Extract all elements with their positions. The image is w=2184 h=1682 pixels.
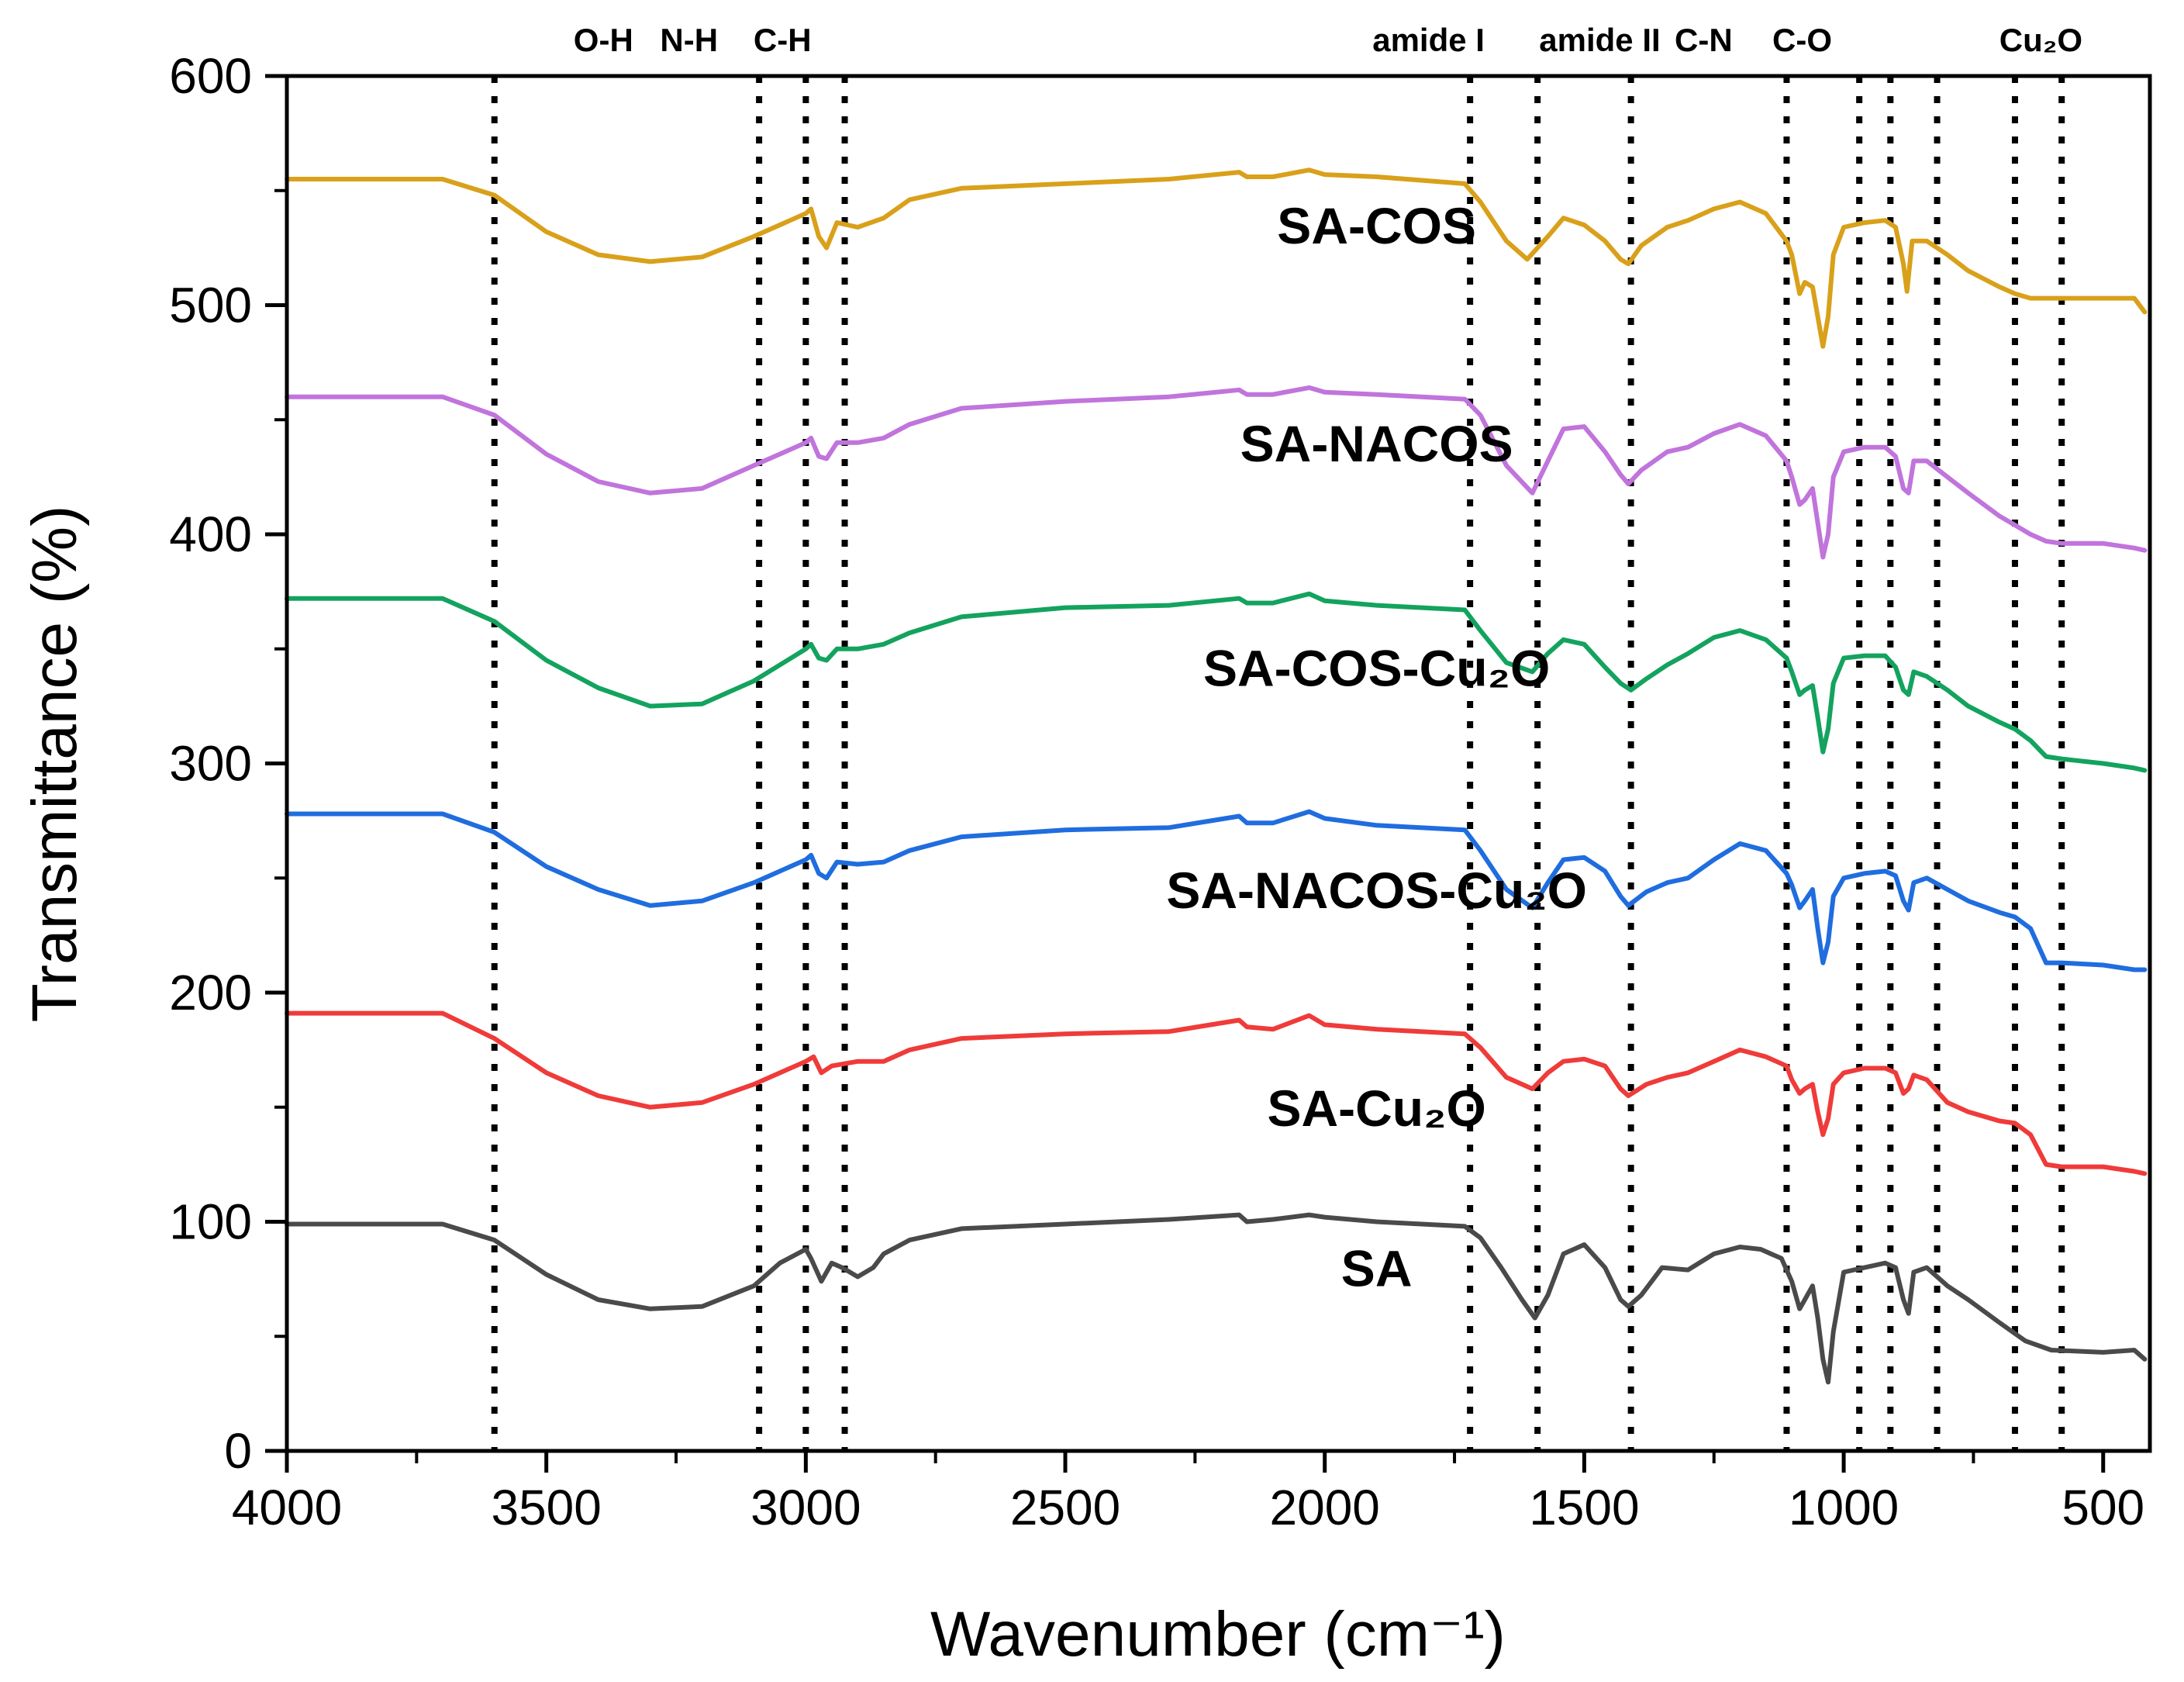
y-tick-label: 200 [169, 965, 252, 1021]
series-line-sa [285, 1212, 2148, 1385]
band-label: C-H [754, 22, 812, 58]
x-axis: 4000 3500 3000 2500 2000 1500 1000 500 [232, 1451, 2144, 1535]
y-tick-label: 500 [169, 278, 252, 333]
y-axis-title: Transmittance (%) [19, 506, 90, 1023]
y-axis: 0 100 200 300 400 500 600 [169, 48, 287, 1479]
y-tick-label: 100 [169, 1194, 252, 1250]
x-tick-label: 4000 [232, 1480, 342, 1535]
x-tick-label: 3500 [491, 1480, 601, 1535]
y-tick-label: 400 [169, 506, 252, 562]
series-label-sa-cos-cu2o: SA-COS-Cu₂O [1203, 639, 1550, 696]
x-tick-label: 3000 [750, 1480, 861, 1535]
series-line-sa-cos [285, 168, 2148, 349]
series-line-sa-cu2o [285, 1010, 2148, 1176]
y-tick-label: 300 [169, 736, 252, 792]
series-layer [285, 168, 2148, 1385]
x-tick-label: 500 [2062, 1480, 2144, 1535]
series-label-sa-cos: SA-COS [1277, 197, 1476, 254]
series-labels: SA SA-Cu₂O SA-NACOS-Cu₂O SA-COS-Cu₂O SA-NACO… [1166, 197, 1587, 1297]
band-label: O-H [574, 22, 633, 58]
x-axis-title: Wavenumber (cm⁻¹) [930, 1599, 1506, 1670]
band-label: Cu₂O [1999, 22, 2082, 58]
series-line-sa-nacos-cu2o [285, 809, 2148, 972]
band-label: N-H [660, 22, 718, 58]
series-label-sa-nacos: SA-NACOS [1240, 415, 1513, 472]
reference-lines [491, 76, 2065, 1451]
series-line-sa-cos-cu2o [285, 591, 2148, 773]
x-tick-label: 1500 [1529, 1480, 1639, 1535]
band-label: amide I [1372, 22, 1485, 58]
band-labels: O-H N-H C-H amide I amide II C-N C-O Cu₂O [574, 22, 2082, 58]
series-line-sa-nacos [285, 385, 2148, 560]
y-tick-label: 600 [169, 48, 252, 104]
band-label: amide II [1539, 22, 1660, 58]
x-tick-label: 2000 [1270, 1480, 1380, 1535]
y-tick-label: 0 [224, 1423, 252, 1479]
band-label: C-N [1675, 22, 1733, 58]
x-tick-label: 1000 [1789, 1480, 1899, 1535]
x-tick-label: 2500 [1010, 1480, 1120, 1535]
series-label-sa-cu2o: SA-Cu₂O [1267, 1079, 1485, 1137]
band-label: C-O [1772, 22, 1832, 58]
series-label-sa-nacos-cu2o: SA-NACOS-Cu₂O [1166, 862, 1587, 919]
series-label-sa: SA [1341, 1240, 1413, 1297]
